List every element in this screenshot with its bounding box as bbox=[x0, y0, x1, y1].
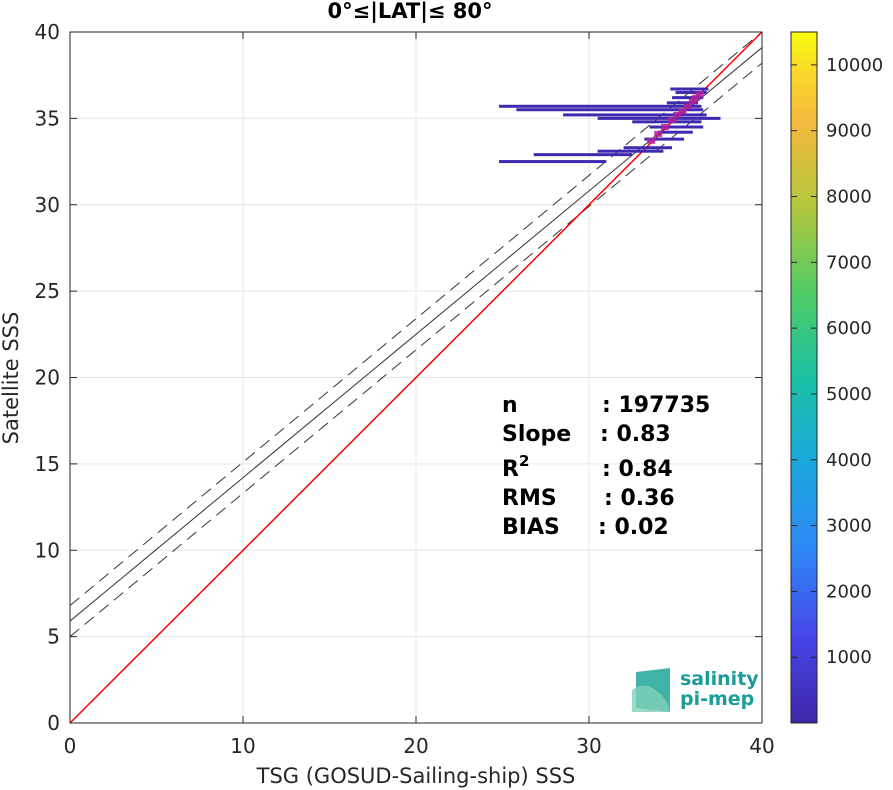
colorbar-tick-label: 2000 bbox=[826, 581, 872, 602]
density-segment bbox=[632, 120, 702, 124]
y-tick-label: 20 bbox=[35, 366, 60, 390]
density-segment bbox=[499, 104, 702, 108]
colorbar-tick-label: 4000 bbox=[826, 450, 872, 471]
logo-line2: pi-mep bbox=[680, 688, 754, 710]
density-segment bbox=[516, 108, 704, 112]
stat-value: : 0.83 bbox=[600, 422, 671, 447]
density-core-point bbox=[661, 124, 670, 131]
colorbar-tick-label: 5000 bbox=[826, 384, 872, 405]
colorbar-tick-label: 7000 bbox=[826, 252, 872, 273]
fit-bound-line bbox=[70, 62, 762, 638]
stat-value: : 197735 bbox=[602, 393, 710, 418]
x-tick-label: 20 bbox=[403, 734, 428, 758]
density-segment bbox=[597, 116, 721, 120]
y-tick-label: 15 bbox=[35, 452, 60, 476]
stat-label-superscript: 2 bbox=[519, 452, 529, 470]
x-tick-label: 30 bbox=[576, 734, 601, 758]
density-segment bbox=[658, 130, 693, 134]
y-tick-label: 10 bbox=[35, 538, 60, 562]
density-core-point bbox=[673, 111, 682, 118]
density-core-point bbox=[688, 98, 697, 105]
x-tick-label: 10 bbox=[230, 734, 255, 758]
density-segment bbox=[597, 149, 664, 153]
stat-label: Slope bbox=[502, 422, 571, 447]
density-core-point bbox=[683, 103, 692, 110]
density-segment bbox=[649, 125, 704, 129]
y-ticks: 0 5 10 15 20 25 30 35 40 bbox=[35, 20, 762, 735]
y-tick-label: 25 bbox=[35, 279, 60, 303]
y-tick-label: 30 bbox=[35, 193, 60, 217]
y-tick-label: 40 bbox=[35, 20, 60, 44]
density-core-point bbox=[654, 130, 663, 137]
fit-line bbox=[70, 47, 762, 622]
colorbar-ticks: 1000 2000 3000 4000 5000 6000 7000 8000 9000 1000… bbox=[791, 55, 883, 668]
x-tick-label: 0 bbox=[64, 734, 77, 758]
x-axis-label: TSG (GOSUD-Sailing-ship) SSS bbox=[256, 764, 576, 788]
fit-bound-line bbox=[70, 32, 762, 606]
x-ticks: 0 10 20 30 40 bbox=[64, 32, 775, 758]
logo-wave-icon bbox=[632, 685, 670, 712]
colorbar-tick-label: 10000 bbox=[826, 55, 883, 76]
density-segment bbox=[675, 90, 707, 94]
density-core-point bbox=[647, 137, 656, 144]
colorbar-tick-label: 8000 bbox=[826, 187, 872, 208]
x-tick-label: 40 bbox=[749, 734, 774, 758]
logo-line1: salinity bbox=[680, 668, 759, 690]
colorbar bbox=[790, 31, 818, 724]
density-segment bbox=[563, 113, 707, 117]
density-segment bbox=[499, 160, 607, 164]
colorbar-tick-label: 6000 bbox=[826, 318, 872, 339]
chart-title: 0°≤|LAT|≤ 80° bbox=[327, 0, 492, 24]
colorbar-tick-label: 1000 bbox=[826, 647, 872, 668]
density-segment bbox=[623, 146, 673, 150]
stat-value: : 0.36 bbox=[604, 486, 675, 511]
density-points bbox=[499, 87, 721, 164]
density-segment bbox=[644, 137, 685, 141]
y-tick-label: 35 bbox=[35, 106, 60, 130]
stat-label: RMS bbox=[502, 486, 557, 511]
density-core-point bbox=[668, 117, 677, 124]
salinity-pimep-logo: salinity pi-mep bbox=[632, 668, 759, 712]
density-segment bbox=[533, 153, 633, 157]
stat-value: : 0.84 bbox=[602, 457, 673, 482]
y-axis-label: Satellite SSS bbox=[0, 312, 23, 445]
colorbar-tick-label: 3000 bbox=[826, 516, 872, 537]
density-segment bbox=[666, 101, 698, 105]
colorbar-tick-label: 9000 bbox=[826, 121, 872, 142]
y-tick-label: 0 bbox=[47, 711, 60, 735]
stat-label: n bbox=[502, 393, 518, 418]
stat-label: BIAS bbox=[502, 515, 560, 540]
density-segment bbox=[672, 96, 704, 100]
density-core-point bbox=[678, 108, 687, 115]
stat-value: : 0.02 bbox=[598, 515, 669, 540]
y-tick-label: 5 bbox=[47, 625, 60, 649]
density-core-point bbox=[695, 91, 704, 98]
density-core-point bbox=[692, 94, 701, 101]
density-segment bbox=[670, 87, 709, 91]
